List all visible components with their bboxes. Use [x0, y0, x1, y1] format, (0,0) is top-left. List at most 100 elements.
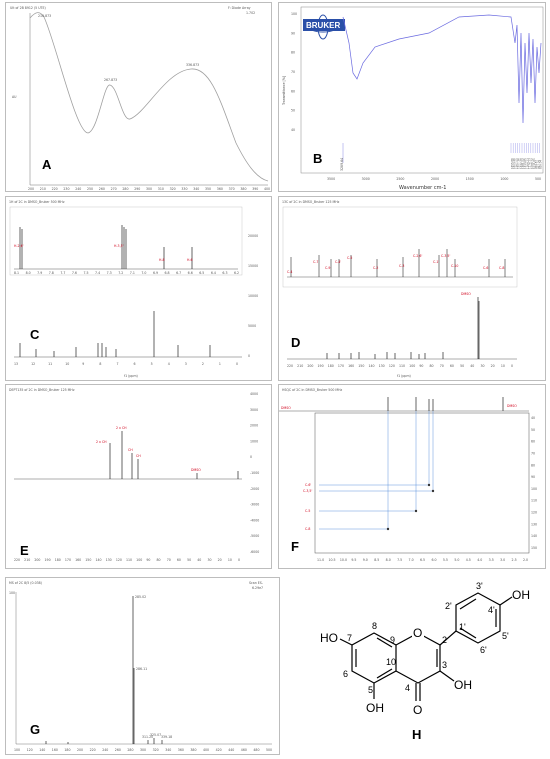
ms-x-tick-4: 180: [64, 748, 70, 752]
ms-x-tick-19: 480: [253, 748, 259, 752]
uv-x-tick-20: 400: [264, 187, 270, 191]
ir-y-tick-1: 90: [291, 31, 295, 35]
dept-header: DEPT135 of 2C in DMSO_Bruker 125 MHz: [9, 388, 75, 392]
c-x-tick-2: 200: [307, 364, 313, 368]
h-inset-tick-11: 7.0: [141, 271, 146, 275]
c-label-9: C-3,5': [441, 254, 450, 258]
dept-solvent: DMSO: [191, 468, 201, 472]
hsqc-x-tick-17: 2.5: [512, 558, 517, 562]
c-x-tick-22: 0: [511, 364, 513, 368]
bruker-logo-text: BRUKER: [306, 21, 340, 30]
ir-x-tick-1: 3000: [362, 177, 370, 181]
uv-peak-3: 336.873: [186, 63, 199, 67]
ir-x-tick-5: 1000: [500, 177, 508, 181]
panel-b-ir-spectrum: BRUKER Transmittance [%] Wavenumber cm-1…: [278, 2, 546, 192]
h-nmr-y-ticks: 20000 15000 10000 5000 0: [248, 234, 258, 358]
hsqc-correlations: [319, 411, 435, 531]
ir-peak-label-10: 1176.13: [528, 158, 532, 169]
dept-y-tick-0: 4000: [250, 392, 258, 396]
c-nmr-chart: 13C of 2C in DMSO_Bruker 125 MHz C-4C-7C…: [282, 200, 518, 378]
hsqc-x-tick-9: 6.5: [420, 558, 425, 562]
ir-x-tick-6: 500: [535, 177, 541, 181]
hsqc-x-tick-6: 8.0: [386, 558, 391, 562]
uv-header-right2: 1.702: [246, 11, 255, 15]
panel-c-1h-nmr: 1H of 2C in DMSO_Bruker 500 MHz H-2,6' H…: [5, 196, 272, 381]
num-4p: 4': [488, 605, 495, 615]
h-x-tick-10: 3: [185, 362, 187, 366]
dept-x-tick-1: 210: [24, 558, 30, 562]
panel-d-label: D: [291, 335, 301, 350]
dept-x-tick-21: 10: [228, 558, 232, 562]
num-2p: 2': [445, 601, 452, 611]
dept-x-tick-20: 20: [218, 558, 222, 562]
h-inset-tick-10: 7.1: [130, 271, 135, 275]
uv-chart: Ult of 2B 8912 (5 UTE) F: Diode Array 1.…: [10, 6, 270, 191]
uv-x-tick-1: 210: [40, 187, 46, 191]
ms-x-tick-1: 120: [27, 748, 33, 752]
dept-y-tick-7: -3000: [250, 503, 259, 507]
c-x-tick-13: 90: [419, 364, 423, 368]
hsqc-x-tick-14: 4.0: [477, 558, 482, 562]
dept-y-tick-2: 2000: [250, 424, 258, 428]
uv-x-tick-9: 290: [134, 187, 140, 191]
h-inset-tick-6: 7.5: [83, 271, 88, 275]
c-x-tick-21: 10: [501, 364, 505, 368]
uv-x-tick-3: 230: [63, 187, 69, 191]
h-x-tick-2: 11: [48, 362, 52, 366]
dept-x-tick-0: 220: [14, 558, 20, 562]
ms-y-top: 100: [9, 591, 15, 595]
uv-header-left: Ult of 2B 8912 (5 UTE): [10, 6, 46, 10]
uv-x-tick-12: 320: [170, 187, 176, 191]
ms-peak-3: 311.20: [142, 735, 153, 739]
c-label-5: C-2: [373, 266, 378, 270]
bruker-logo: BRUKER: [303, 14, 345, 40]
h-y-tick-1: 15000: [248, 264, 258, 268]
hsqc-x-ticks: 11.0 10.5 10.0 9.5 9.0 8.5 8.0 7.5 7.0 6.5 6.0 5.5 5…: [317, 558, 528, 562]
ir-peak-label-9: 1264.23: [525, 158, 529, 169]
dept-x-tick-16: 60: [177, 558, 181, 562]
ms-x-tick-6: 220: [90, 748, 96, 752]
h-inset-tick-19: 6.2: [234, 271, 239, 275]
dept-x-tick-10: 120: [116, 558, 122, 562]
ms-x-tick-17: 440: [228, 748, 234, 752]
c-x-tick-19: 30: [480, 364, 484, 368]
dept-x-tick-17: 50: [187, 558, 191, 562]
uv-x-tick-17: 370: [229, 187, 235, 191]
h-x-tick-1: 12: [31, 362, 35, 366]
uv-peak-2: 267.873: [104, 78, 117, 82]
ir-peak-label-3: 1603.46: [512, 158, 516, 169]
c-x-tick-4: 180: [328, 364, 334, 368]
panel-f-label: F: [291, 539, 299, 554]
c-x-tick-7: 150: [358, 364, 364, 368]
dept-y-tick-1: 3000: [250, 408, 258, 412]
ir-x-tick-3: 2000: [431, 177, 439, 181]
ms-x-tick-8: 260: [115, 748, 121, 752]
hsqc-label-c8: C-8: [305, 527, 310, 531]
ms-x-ticks: 100 120 140 160 180 200 220 240 260 280 300 320 340 3…: [14, 748, 272, 752]
c-label-0: C-4: [287, 270, 292, 274]
dept-y-tick-9: -5000: [250, 534, 259, 538]
dept-x-tick-4: 180: [55, 558, 61, 562]
panel-c-label: C: [30, 327, 40, 342]
hsqc-x-tick-16: 3.0: [500, 558, 505, 562]
panel-a-uv-spectrum: Ult of 2B 8912 (5 UTE) F: Diode Array 1.…: [5, 2, 272, 192]
hsqc-x-tick-0: 11.0: [317, 558, 324, 562]
c-nmr-header: 13C of 2C in DMSO_Bruker 125 MHz: [282, 200, 340, 204]
dept-x-tick-15: 70: [167, 558, 171, 562]
c-label-8: C-1': [433, 260, 439, 264]
h-inset-tick-9: 7.2: [118, 271, 123, 275]
ir-y-ticks: 100 90 80 70 60 50 40: [291, 12, 297, 132]
dept-x-tick-3: 190: [45, 558, 51, 562]
dept-x-tick-11: 110: [126, 558, 132, 562]
hsqc-x-tick-2: 10.0: [340, 558, 347, 562]
h-inset-tick-1: 8.0: [26, 271, 31, 275]
h-label-h26: H-2,6': [14, 244, 24, 248]
h-nmr-chart: 1H of 2C in DMSO_Bruker 500 MHz H-2,6' H…: [9, 200, 258, 378]
ir-x-ticks: 3500 3000 2500 2000 1500 1000 500: [327, 177, 541, 181]
ms-peak-4: 325.07: [150, 733, 161, 737]
hsqc-chart: HSQC of 2C in DMSO_Bruker 500 MHz DMSO D…: [279, 388, 537, 562]
ir-y-tick-6: 40: [291, 128, 295, 132]
ir-y-tick-5: 50: [291, 109, 295, 113]
dept-x-tick-22: 0: [238, 558, 240, 562]
hsqc-x-tick-3: 9.5: [351, 558, 356, 562]
